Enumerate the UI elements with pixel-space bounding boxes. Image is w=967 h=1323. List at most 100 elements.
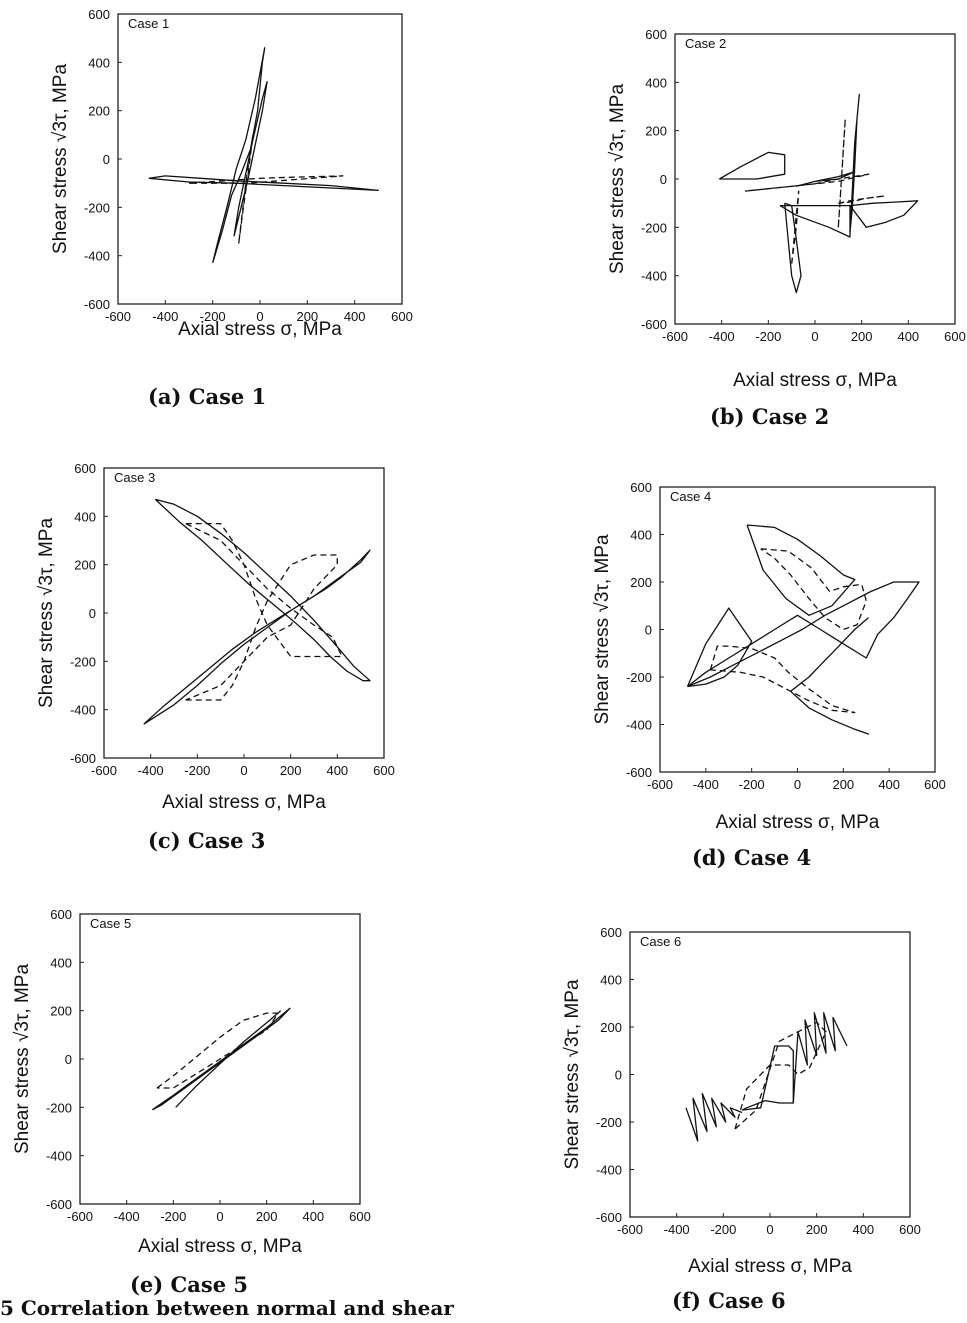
y-axis-label: Shear stress √3τ, MPa bbox=[36, 518, 57, 708]
x-tick-label: 600 bbox=[391, 309, 413, 324]
panel-b: -600 -400 -200 0 200 400 600 -600 -400 -200 0 200 40… bbox=[560, 0, 967, 429]
y-tick-label: -200 bbox=[626, 670, 652, 685]
x-tick-label: -200 bbox=[160, 1209, 186, 1224]
series-line-dashed bbox=[791, 190, 800, 264]
x-tick-label: 400 bbox=[302, 1209, 324, 1224]
x-axis-label: Axial stress σ, MPa bbox=[733, 370, 897, 391]
x-tick-label: 0 bbox=[240, 763, 247, 778]
x-tick-label: -600 bbox=[91, 763, 117, 778]
y-tick-label: 400 bbox=[600, 973, 622, 988]
chart-e: -600 -400 -200 0 200 400 600 -600 -400 -200 0 200 40… bbox=[12, 907, 371, 1257]
series-line-solid bbox=[175, 1010, 282, 1108]
panel-title: (f) Case 6 bbox=[672, 1288, 786, 1313]
x-tick-label: 400 bbox=[897, 329, 919, 344]
x-tick-label: 600 bbox=[944, 329, 966, 344]
y-tick-label: -200 bbox=[70, 654, 96, 669]
series-line-solid bbox=[790, 690, 870, 735]
x-tick-label: -400 bbox=[709, 329, 735, 344]
series-line-solid bbox=[849, 200, 919, 228]
series-line-dashed bbox=[709, 645, 856, 714]
series-line-solid bbox=[790, 617, 869, 692]
series-line-dashed bbox=[837, 117, 846, 228]
plot-frame bbox=[674, 33, 956, 325]
x-tick-label: 600 bbox=[924, 777, 946, 792]
y-tick-label: 600 bbox=[74, 461, 96, 476]
panel-title: (e) Case 5 bbox=[130, 1272, 248, 1297]
series-line-dashed bbox=[185, 522, 343, 658]
panel-a: -600 -400 -200 0 200 400 600 -600 -400 -200 0 200 40… bbox=[0, 0, 440, 409]
panel-title: (a) Case 1 bbox=[148, 384, 267, 409]
y-tick-label: 0 bbox=[615, 1068, 622, 1083]
x-tick-label: 0 bbox=[766, 1222, 773, 1237]
y-tick-label: -400 bbox=[596, 1163, 622, 1178]
series-line-solid bbox=[151, 1007, 291, 1111]
x-tick-label: 200 bbox=[832, 777, 854, 792]
x-tick-label: 600 bbox=[349, 1209, 371, 1224]
series-line-dashed bbox=[188, 175, 344, 184]
series-line-solid bbox=[718, 151, 786, 180]
y-tick-label: -400 bbox=[70, 703, 96, 718]
y-tick-label: 200 bbox=[88, 104, 110, 119]
x-tick-label: 200 bbox=[296, 309, 318, 324]
panel-d: -600 -400 -200 0 200 400 600 -600 -400 -200 0 200 40… bbox=[560, 460, 967, 870]
x-tick-label: 0 bbox=[216, 1209, 223, 1224]
x-tick-label: -200 bbox=[755, 329, 781, 344]
y-axis-label: Shear stress √3τ, MPa bbox=[607, 84, 628, 274]
y-tick-label: 600 bbox=[50, 907, 72, 922]
y-tick-label: 600 bbox=[600, 925, 622, 940]
chart-a: -600 -400 -200 0 200 400 600 -600 -400 -200 0 200 40… bbox=[50, 7, 413, 340]
panel-c: -600 -400 -200 0 200 400 600 -600 -400 -200 0 200 40… bbox=[0, 440, 440, 853]
series-line-solid bbox=[796, 171, 856, 187]
x-tick-label: 400 bbox=[344, 309, 366, 324]
case-label: Case 4 bbox=[670, 489, 711, 504]
series-line-dashed bbox=[734, 1021, 827, 1130]
y-tick-label: 200 bbox=[645, 124, 667, 139]
x-tick-label: -400 bbox=[152, 309, 178, 324]
x-tick-label: 0 bbox=[256, 309, 263, 324]
y-axis-label: Shear stress √3τ, MPa bbox=[50, 64, 71, 254]
panel-title: (c) Case 3 bbox=[148, 828, 266, 853]
x-tick-label: -400 bbox=[114, 1209, 140, 1224]
y-tick-label: 0 bbox=[103, 152, 110, 167]
y-tick-label: -400 bbox=[641, 269, 667, 284]
case-label: Case 1 bbox=[128, 16, 169, 31]
y-tick-label: -400 bbox=[84, 249, 110, 264]
x-tick-label: -200 bbox=[200, 309, 226, 324]
y-tick-label: 400 bbox=[50, 955, 72, 970]
x-tick-label: -400 bbox=[664, 1222, 690, 1237]
series-line-dashed bbox=[760, 548, 867, 631]
y-tick-label: 200 bbox=[600, 1020, 622, 1035]
series-line-solid bbox=[143, 549, 371, 725]
y-tick-label: -600 bbox=[596, 1210, 622, 1225]
y-tick-label: 600 bbox=[630, 480, 652, 495]
x-tick-label: -600 bbox=[647, 777, 673, 792]
y-tick-label: 400 bbox=[645, 75, 667, 90]
series-line-solid bbox=[686, 607, 753, 688]
series-line-solid bbox=[148, 175, 379, 192]
x-tick-label: 0 bbox=[794, 777, 801, 792]
y-tick-label: -600 bbox=[70, 751, 96, 766]
panel-title: (d) Case 4 bbox=[692, 845, 812, 870]
y-tick-label: -400 bbox=[46, 1149, 72, 1164]
series-line-dashed bbox=[156, 1012, 279, 1089]
y-tick-label: 400 bbox=[630, 528, 652, 543]
x-tick-label: -200 bbox=[710, 1222, 736, 1237]
plot-frame bbox=[659, 486, 936, 773]
y-axis-label: Shear stress √3τ, MPa bbox=[592, 534, 613, 724]
x-tick-label: 600 bbox=[373, 763, 395, 778]
y-tick-label: -200 bbox=[596, 1115, 622, 1130]
panel-f: -600 -400 -200 0 200 400 600 -600 -400 -200 0 200 40… bbox=[560, 910, 967, 1313]
x-tick-label: -400 bbox=[138, 763, 164, 778]
x-tick-label: 600 bbox=[899, 1222, 921, 1237]
x-tick-label: -600 bbox=[617, 1222, 643, 1237]
chart-f: -600 -400 -200 0 200 400 600 -600 -400 -200 0 200 40… bbox=[562, 925, 921, 1277]
y-tick-label: 200 bbox=[74, 558, 96, 573]
series-line-solid bbox=[792, 1012, 848, 1104]
y-tick-label: 200 bbox=[630, 575, 652, 590]
series-line-solid bbox=[212, 47, 266, 264]
x-tick-label: -400 bbox=[693, 777, 719, 792]
series-line-solid bbox=[741, 1045, 794, 1111]
chart-b: -600 -400 -200 0 200 400 600 -600 -400 -200 0 200 40… bbox=[607, 27, 966, 391]
case-label: Case 5 bbox=[90, 916, 131, 931]
plot-frame bbox=[103, 467, 385, 759]
